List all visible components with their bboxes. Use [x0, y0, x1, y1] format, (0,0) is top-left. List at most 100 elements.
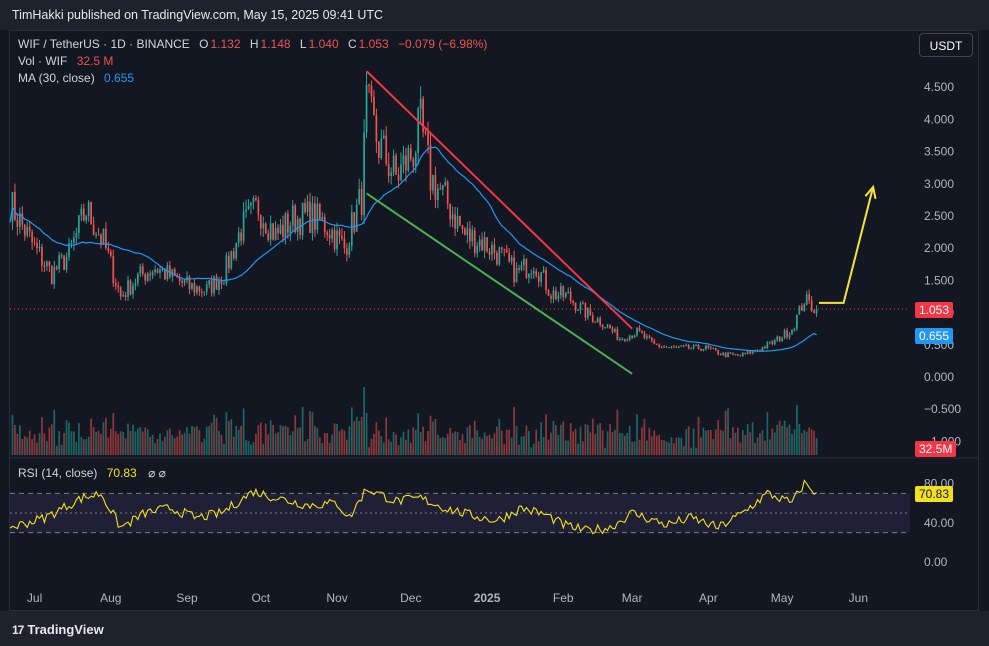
- volume-bar: [601, 430, 604, 455]
- rsi-null-icons: ⌀ ⌀: [148, 466, 166, 480]
- candle-body: [557, 295, 560, 299]
- volume-bar: [567, 440, 570, 455]
- volume-bar: [771, 428, 774, 455]
- candle-body: [744, 352, 747, 354]
- volume-bar: [75, 441, 78, 455]
- volume-bar: [338, 431, 341, 455]
- volume-bar: [791, 434, 793, 455]
- volume-bar: [741, 430, 744, 455]
- candle-body: [414, 152, 417, 167]
- volume-bar: [675, 437, 678, 455]
- candle-body: [129, 280, 132, 295]
- volume-bar: [92, 426, 95, 455]
- rsi-value: 70.83: [106, 466, 137, 480]
- volume-bar: [658, 434, 661, 455]
- candle-body: [117, 285, 120, 288]
- volume-bar: [643, 418, 646, 455]
- candle-body: [461, 225, 464, 229]
- volume-bar: [591, 418, 594, 455]
- volume-bar: [370, 438, 373, 455]
- volume-bar: [707, 430, 710, 455]
- volume-bar: [631, 441, 633, 455]
- volume-bar: [441, 437, 444, 455]
- volume-bar: [213, 414, 215, 455]
- volume-bar: [279, 425, 282, 455]
- footer-bar: 17 TradingView: [0, 611, 989, 646]
- volume-bar: [31, 438, 33, 455]
- volume-bar: [719, 429, 722, 455]
- volume-bar: [250, 444, 252, 455]
- candle-body: [559, 286, 562, 296]
- volume-bar: [481, 438, 483, 455]
- volume-bar: [58, 431, 61, 455]
- axis-layer: 4.5004.0003.5003.0002.5002.0001.5001.000…: [27, 80, 961, 605]
- candle-body: [540, 272, 543, 282]
- volume-bar: [537, 441, 540, 455]
- volume-bar: [476, 430, 479, 455]
- candle-body: [621, 339, 624, 341]
- volume-bar: [168, 428, 171, 455]
- rsi-badge: 70.83: [915, 486, 954, 502]
- candle-body: [358, 189, 361, 205]
- volume-bar: [574, 428, 577, 455]
- candle-body: [50, 265, 53, 285]
- volume-bar: [191, 425, 193, 455]
- candle-body: [97, 234, 100, 236]
- candle-body: [800, 305, 803, 311]
- volume-bar: [488, 434, 491, 455]
- time-tick-label: Jul: [27, 591, 42, 605]
- candle-body: [274, 227, 277, 240]
- candle-body: [643, 333, 646, 338]
- volume-bar: [164, 436, 166, 455]
- candle-body: [73, 237, 75, 243]
- currency-button[interactable]: USDT: [919, 33, 973, 57]
- volume-bar: [107, 437, 110, 455]
- candle-body: [77, 215, 80, 233]
- volume-bar: [262, 443, 265, 455]
- volume-bar: [215, 417, 218, 455]
- volume-bar: [397, 445, 400, 455]
- candle-body: [16, 219, 19, 227]
- volume-bar: [722, 430, 724, 455]
- candle-body: [23, 224, 26, 236]
- volume-bar: [358, 421, 361, 455]
- candle-body: [213, 276, 215, 294]
- candle-body: [397, 174, 400, 181]
- volume-bar: [80, 436, 83, 455]
- candle-body: [712, 348, 715, 350]
- tradingview-brand[interactable]: 17 TradingView: [12, 622, 104, 637]
- candle-body: [375, 115, 378, 142]
- candle-body: [272, 223, 274, 240]
- ma-label: MA (30, close): [18, 71, 95, 85]
- candle-body: [161, 269, 164, 271]
- candle-body: [343, 238, 346, 249]
- candle-body: [338, 230, 341, 236]
- candle-body: [225, 255, 228, 284]
- volume-bar: [183, 432, 186, 455]
- time-tick-label: Sep: [176, 591, 198, 605]
- volume-bar: [134, 431, 137, 455]
- volume-bar: [773, 432, 776, 455]
- candle-body: [682, 345, 685, 347]
- candle-body: [205, 284, 208, 292]
- volume-bar: [124, 438, 127, 455]
- volume-bar: [523, 436, 525, 455]
- volume-bar: [70, 431, 73, 455]
- volume-bar: [582, 441, 584, 455]
- volume-bar: [756, 437, 759, 455]
- volume-bar: [682, 446, 685, 455]
- candle-body: [734, 354, 737, 356]
- volume-bar: [68, 422, 70, 455]
- candle-body: [75, 232, 78, 238]
- volume-bar: [60, 444, 63, 455]
- candle-body: [346, 248, 348, 255]
- symbol-legend: WIF / TetherUS · 1D · BINANCE O 1.132 H 1.…: [18, 37, 489, 51]
- volume-bar: [650, 436, 653, 455]
- candle-body: [227, 255, 230, 269]
- candle-body: [326, 232, 329, 235]
- candle-body: [555, 290, 557, 299]
- candle-body: [441, 184, 444, 190]
- volume-bar: [618, 433, 621, 455]
- candle-body: [439, 188, 442, 190]
